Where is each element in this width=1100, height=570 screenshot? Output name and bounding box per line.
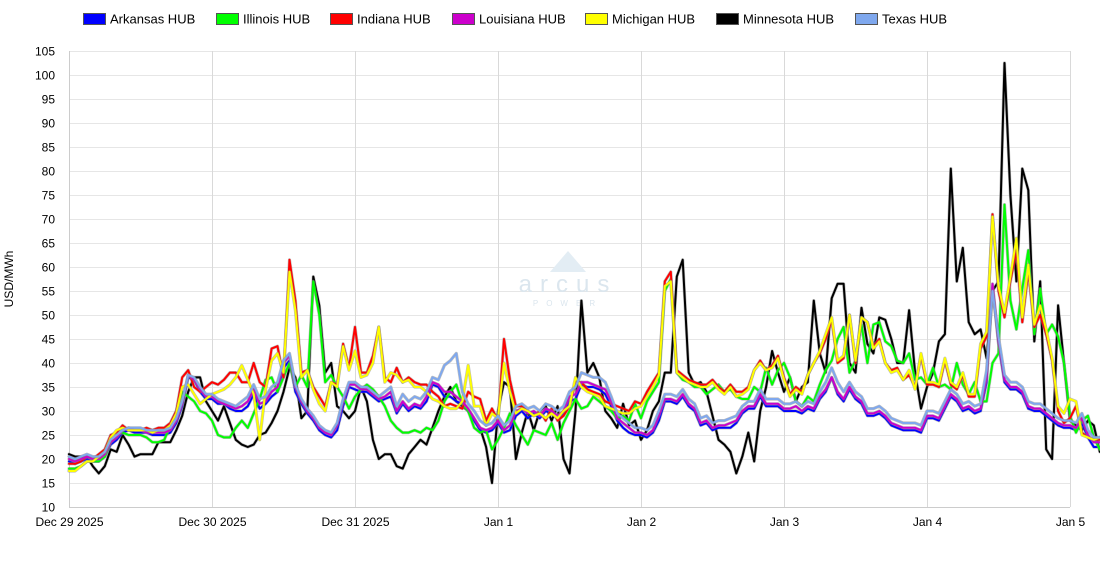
y-tick-label: 15 <box>42 477 56 491</box>
y-tick-label: 105 <box>35 45 55 59</box>
y-tick-label: 95 <box>42 93 56 107</box>
legend: Arkansas HUB Illinois HUB Indiana HUB Louis… <box>83 12 947 27</box>
x-tick-label: Jan 2 <box>627 515 657 529</box>
legend-label: Texas HUB <box>882 12 947 27</box>
x-tick-label: Jan 3 <box>770 515 800 529</box>
legend-swatch <box>585 13 608 25</box>
y-tick-label: 60 <box>42 261 56 275</box>
y-tick-label: 90 <box>42 117 56 131</box>
y-axis-title: USD/MWh <box>2 251 16 308</box>
y-tick-label: 40 <box>42 357 56 371</box>
x-tick-label: Jan 5 <box>1056 515 1086 529</box>
y-tick-label: 100 <box>35 69 55 83</box>
y-tick-label: 70 <box>42 213 56 227</box>
series-louisiana-hub <box>67 282 1100 463</box>
series-texas-hub <box>67 289 1100 461</box>
legend-item: Texas HUB <box>855 12 947 27</box>
series-group <box>67 61 1100 485</box>
series-minnesota-hub <box>67 61 1100 485</box>
y-tick-label: 20 <box>42 453 56 467</box>
legend-item: Louisiana HUB <box>452 12 566 27</box>
legend-item: Arkansas HUB <box>83 12 195 27</box>
y-tick-label: 25 <box>42 429 56 443</box>
legend-label: Michigan HUB <box>612 12 695 27</box>
legend-swatch <box>83 13 106 25</box>
legend-swatch <box>855 13 878 25</box>
y-tick-label: 35 <box>42 381 56 395</box>
legend-swatch <box>216 13 239 25</box>
axes: 10 15 20 25 30 35 40 45 50 55 60 65 70 75 80 85 90 95 100 1… <box>2 45 1086 530</box>
y-tick-label: 85 <box>42 141 56 155</box>
x-tick-label: Dec 29 2025 <box>35 515 103 529</box>
y-tick-label: 65 <box>42 237 56 251</box>
x-tick-label: Jan 4 <box>913 515 943 529</box>
series-line-texas-hub <box>68 290 1100 460</box>
x-tick-label: Jan 1 <box>484 515 514 529</box>
legend-item: Michigan HUB <box>585 12 695 27</box>
legend-swatch <box>330 13 353 25</box>
series-line-minnesota-hub <box>68 62 1100 484</box>
y-tick-label: 45 <box>42 333 56 347</box>
y-tick-label: 75 <box>42 189 56 203</box>
legend-item: Illinois HUB <box>216 12 310 27</box>
legend-label: Minnesota HUB <box>743 12 834 27</box>
legend-label: Illinois HUB <box>243 12 310 27</box>
legend-swatch <box>716 13 739 25</box>
y-tick-label: 80 <box>42 165 56 179</box>
legend-item: Minnesota HUB <box>716 12 834 27</box>
y-tick-label: 55 <box>42 285 56 299</box>
x-tick-label: Dec 30 2025 <box>178 515 246 529</box>
y-tick-label: 50 <box>42 309 56 323</box>
y-tick-label: 30 <box>42 405 56 419</box>
y-tick-label: 10 <box>42 501 56 515</box>
arcus-logo-icon <box>550 251 586 272</box>
legend-swatch <box>452 13 475 25</box>
legend-label: Arkansas HUB <box>110 12 195 27</box>
legend-item: Indiana HUB <box>330 12 431 27</box>
watermark-tagline-text: POWER <box>533 299 603 308</box>
series-illinois-hub <box>67 203 1100 471</box>
watermark-brand-text: arcus <box>519 271 618 298</box>
series-line-louisiana-hub <box>68 282 1100 463</box>
legend-label: Indiana HUB <box>357 12 431 27</box>
series-line-illinois-hub <box>68 203 1100 470</box>
x-tick-label: Dec 31 2025 <box>321 515 389 529</box>
legend-label: Louisiana HUB <box>479 12 566 27</box>
